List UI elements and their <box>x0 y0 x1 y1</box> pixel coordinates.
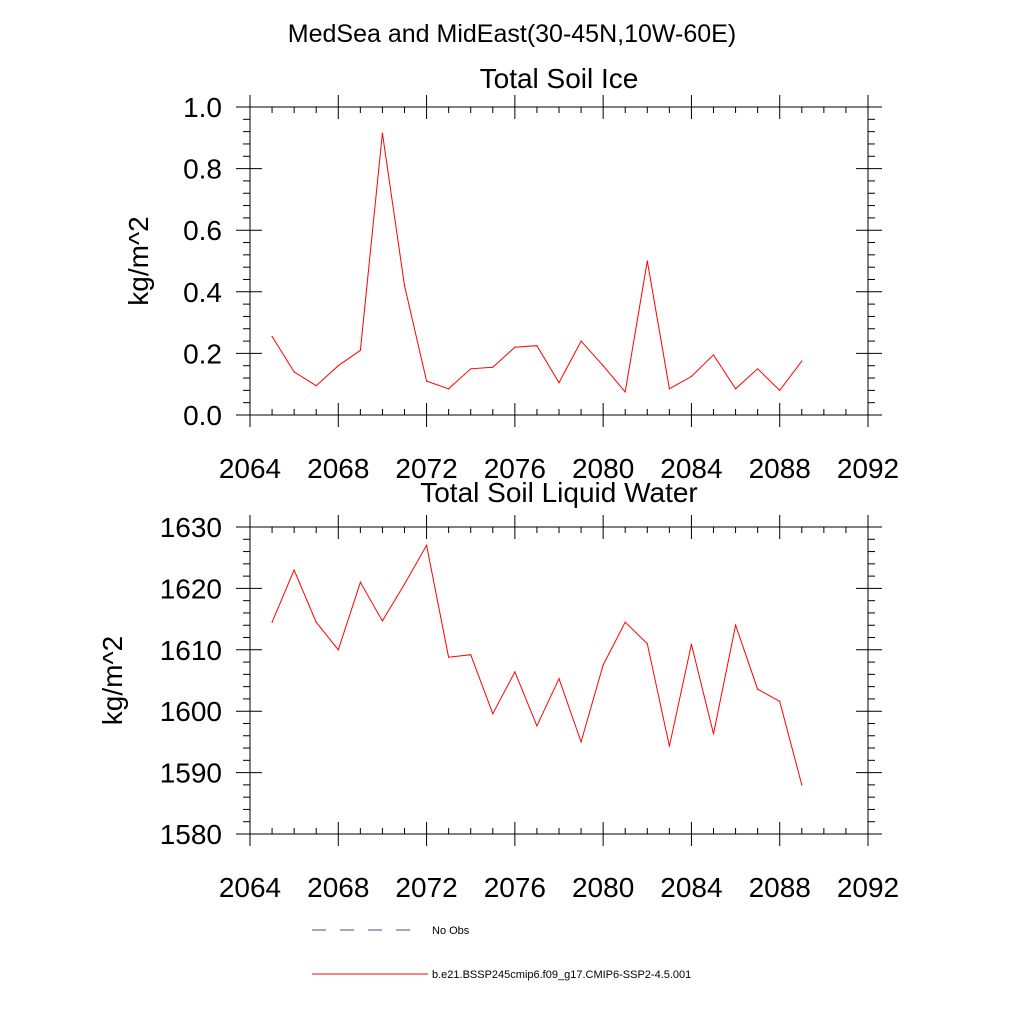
data-point <box>337 365 339 367</box>
data-point <box>293 371 295 373</box>
panel-title: Total Soil Liquid Water <box>420 477 698 508</box>
figure-title: MedSea and MidEast(30-45N,10W-60E) <box>288 20 736 48</box>
data-point <box>403 285 406 287</box>
x-tick-label: 2068 <box>307 453 369 484</box>
data-point <box>271 621 273 623</box>
data-point <box>580 741 582 743</box>
series-line <box>271 543 803 786</box>
y-axis-label: kg/m^2 <box>123 216 154 305</box>
data-point <box>425 380 428 382</box>
y-tick-label: 1590 <box>160 758 222 789</box>
data-point <box>712 354 715 356</box>
data-point <box>315 621 317 623</box>
data-point <box>381 132 384 134</box>
x-tick-label: 2076 <box>484 872 546 903</box>
data-point <box>271 335 273 338</box>
data-point <box>359 581 361 583</box>
data-point <box>690 643 693 645</box>
data-point <box>668 745 670 747</box>
x-tick-label: 2064 <box>219 872 281 903</box>
data-point <box>381 620 384 622</box>
series-line <box>271 133 803 394</box>
x-tick-label: 2064 <box>219 453 281 484</box>
data-point <box>359 349 361 351</box>
x-tick-label: 2068 <box>307 872 369 903</box>
data-point <box>602 664 604 666</box>
y-tick-label: 0.2 <box>183 338 222 369</box>
y-tick-label: 1600 <box>160 696 222 727</box>
y-tick-label: 1580 <box>160 819 222 850</box>
x-tick-label: 2072 <box>395 872 457 903</box>
x-tick-label: 2092 <box>837 872 899 903</box>
data-point <box>403 583 406 585</box>
data-point <box>514 346 516 348</box>
data-point <box>690 375 693 378</box>
data-point <box>448 656 450 658</box>
x-tick-label: 2088 <box>749 872 811 903</box>
data-point <box>646 260 648 262</box>
data-point <box>624 621 626 623</box>
data-point <box>646 643 648 645</box>
data-point <box>514 671 516 673</box>
data-point <box>492 366 494 368</box>
data-point <box>580 340 582 342</box>
data-point <box>470 368 472 370</box>
data-point <box>337 649 339 651</box>
plot-frame <box>249 106 869 416</box>
y-tick-label: 0.4 <box>183 277 222 308</box>
panel-total-soil-liquid-water: Total Soil Liquid Water kg/m^2 2064 2068 207… <box>97 477 899 903</box>
data-point <box>558 678 560 680</box>
data-point <box>492 713 494 715</box>
panel-title: Total Soil Ice <box>480 63 639 94</box>
data-point <box>536 725 538 727</box>
x-tick-label: 2088 <box>749 453 811 484</box>
data-point <box>734 624 737 626</box>
data-point <box>779 700 781 702</box>
y-tick-label: 0.6 <box>183 215 222 246</box>
data-point <box>779 389 781 391</box>
y-tick-label: 1.0 <box>183 92 222 123</box>
data-point <box>293 569 295 571</box>
data-point <box>315 385 317 387</box>
data-point <box>757 688 759 690</box>
data-point <box>757 368 759 370</box>
legend: No Obs b.e21.BSSP245cmip6.f09_g17.CMIP6-… <box>312 925 691 981</box>
x-tick-label: 2080 <box>572 872 634 903</box>
y-tick-label: 1620 <box>160 573 222 604</box>
panel-total-soil-ice: Total Soil Ice kg/m^2 2064 2068 2072 2076 2080… <box>123 63 899 484</box>
data-point <box>801 360 803 362</box>
plot-frame <box>249 526 869 835</box>
x-tick-label: 2080 <box>572 453 634 484</box>
x-tick-label: 2092 <box>837 453 899 484</box>
data-point <box>801 784 803 786</box>
data-point <box>734 388 737 390</box>
data-point <box>425 544 428 547</box>
legend-label-no-obs: No Obs <box>432 925 470 937</box>
data-point <box>668 388 670 390</box>
data-point <box>624 391 626 393</box>
y-tick-label: 1630 <box>160 512 222 543</box>
x-tick-label: 2072 <box>395 453 457 484</box>
x-tick-label: 2084 <box>660 453 722 484</box>
x-tick-label: 2084 <box>660 872 722 903</box>
y-tick-label: 0.0 <box>183 400 222 431</box>
y-tick-label: 1610 <box>160 635 222 666</box>
data-point <box>470 654 472 656</box>
data-point <box>602 365 604 367</box>
legend-label-model-run: b.e21.BSSP245cmip6.f09_g17.CMIP6-SSP2-4.… <box>432 969 691 981</box>
x-tick-label: 2076 <box>484 453 546 484</box>
data-point <box>536 345 538 347</box>
y-tick-label: 0.8 <box>183 154 222 185</box>
data-point <box>448 388 450 390</box>
data-point <box>558 382 560 384</box>
data-point <box>712 733 715 735</box>
y-axis-label: kg/m^2 <box>97 636 128 725</box>
